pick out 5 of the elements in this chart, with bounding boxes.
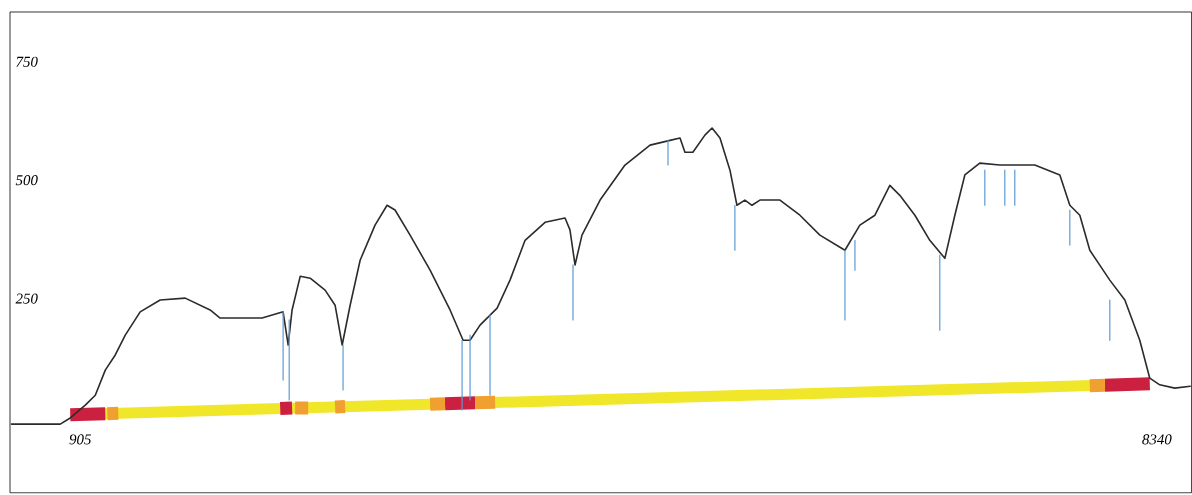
y-tick-label: 750 [16,56,38,67]
y-tick-label: 250 [15,293,38,304]
y-tick-label: 500 [15,175,38,186]
x-tick-label: 905 [69,434,91,445]
x-tick-label: 8340 [1142,434,1172,445]
